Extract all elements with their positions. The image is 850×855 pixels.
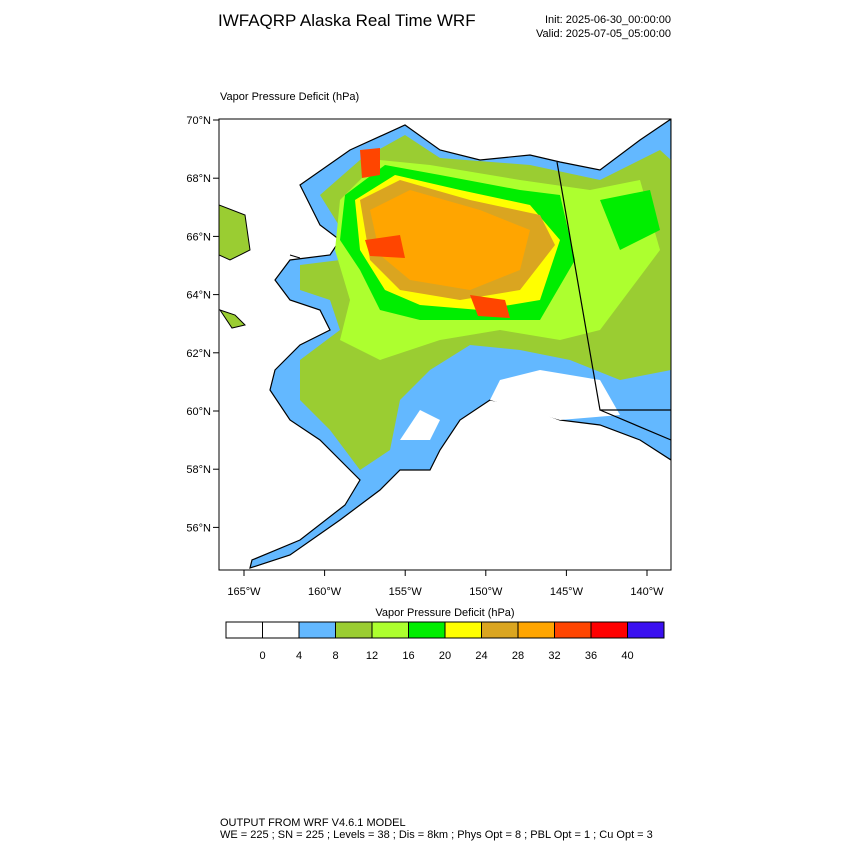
- lat-label: 56°N: [186, 522, 211, 534]
- colorbar-box: [517, 621, 555, 639]
- colorbar-box: [554, 621, 592, 639]
- lat-label: 60°N: [186, 406, 211, 418]
- lon-labels: 165°W 160°W 155°W 150°W 145°W 140°W: [227, 570, 664, 598]
- colorbar-box: [298, 621, 336, 639]
- colorbar-label: 12: [366, 650, 378, 662]
- colorbar-box: [590, 621, 628, 639]
- lon-label: 155°W: [389, 586, 423, 598]
- colorbar-box: [627, 621, 665, 639]
- colorbar-label: 20: [439, 650, 451, 662]
- colorbar-label: 40: [621, 650, 633, 662]
- colorbar-label: 0: [259, 650, 265, 662]
- lon-label: 160°W: [308, 586, 342, 598]
- vpd-36: [360, 148, 510, 318]
- colorbar-label: 36: [585, 650, 597, 662]
- island: [219, 254, 301, 329]
- lon-label: 145°W: [550, 586, 584, 598]
- colorbar-box: [371, 621, 409, 639]
- colorbar-box: [408, 621, 446, 639]
- footer-line: OUTPUT FROM WRF V4.6.1 MODEL: [220, 817, 406, 829]
- border: [556, 161, 671, 441]
- colorbar-box: [444, 621, 482, 639]
- colorbar-label: 16: [402, 650, 414, 662]
- colorbar-label: 8: [332, 650, 338, 662]
- colorbar-box: [335, 621, 373, 639]
- lat-label: 58°N: [186, 464, 211, 476]
- title: IWFAQRP Alaska Real Time WRF: [218, 11, 476, 30]
- colorbar: 0 4 8 12 16 20 24 28 32 36 40: [225, 621, 665, 662]
- lat-label: 70°N: [186, 115, 211, 127]
- lat-label: 64°N: [186, 290, 211, 302]
- lat-label: 68°N: [186, 173, 211, 185]
- colorbar-title: Vapor Pressure Deficit (hPa): [375, 607, 514, 619]
- map-frame: [218, 118, 672, 571]
- valid-time: Valid: 2025-07-05_05:00:00: [536, 28, 671, 40]
- colorbar-box: [225, 621, 263, 639]
- lat-label: 62°N: [186, 348, 211, 360]
- colorbar-label: 28: [512, 650, 524, 662]
- colorbar-label: 32: [548, 650, 560, 662]
- init-time: Init: 2025-06-30_00:00:00: [545, 14, 671, 26]
- footer-line: WE = 225 ; SN = 225 ; Levels = 38 ; Dis …: [220, 829, 653, 841]
- colorbar-box: [262, 621, 300, 639]
- lon-label: 140°W: [630, 586, 664, 598]
- map-subtitle: Vapor Pressure Deficit (hPa): [220, 91, 359, 103]
- lon-label: 165°W: [227, 586, 261, 598]
- colorbar-box: [481, 621, 519, 639]
- lon-label: 150°W: [469, 586, 503, 598]
- vpd-32: [370, 190, 530, 290]
- lat-labels: 70°N 68°N 66°N 64°N 62°N 60°N 58°N 56°N: [186, 115, 219, 534]
- map-area: [219, 119, 671, 570]
- russia: [219, 204, 251, 261]
- colorbar-label: 24: [475, 650, 487, 662]
- vpd-0: [400, 370, 620, 440]
- colorbar-label: 4: [296, 650, 302, 662]
- lat-label: 66°N: [186, 231, 211, 243]
